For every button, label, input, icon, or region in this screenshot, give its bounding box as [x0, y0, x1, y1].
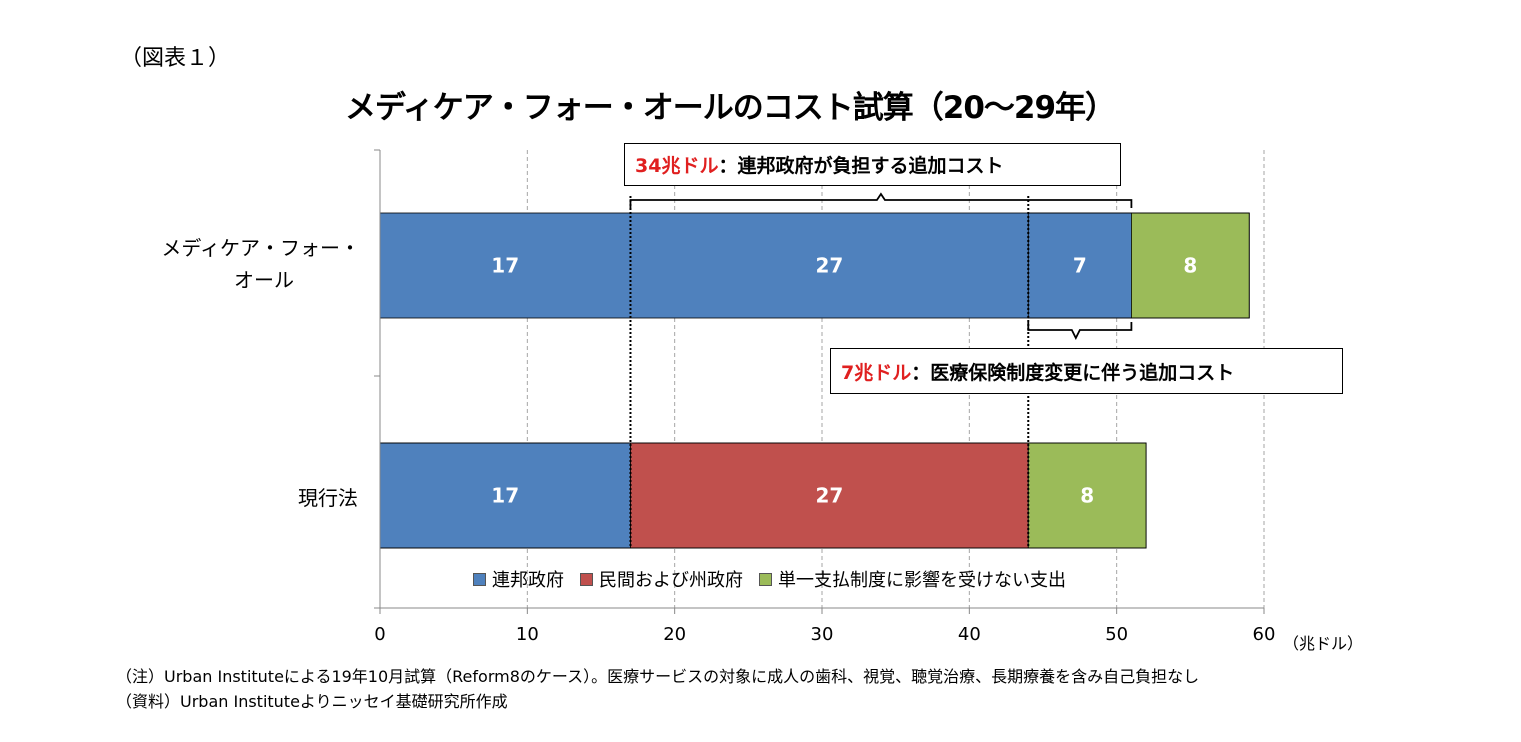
annotation-federal-additional-cost: 34兆ドル ：連邦政府が負担する追加コスト [624, 143, 1121, 186]
footnote: （注）Urban Instituteによる19年10月試算（Reform8のケー… [116, 667, 1200, 686]
x-tick-label: 60 [1253, 624, 1276, 645]
legend-label: 民間および州政府 [599, 570, 743, 591]
bar-value-label: 8 [1183, 254, 1197, 278]
legend-item-federal: 連邦政府 [473, 566, 564, 592]
annotation-amount: 7兆ドル [841, 361, 912, 384]
x-tick-label: 30 [811, 624, 834, 645]
figure-label: （図表１） [120, 46, 231, 71]
bar-segment [630, 213, 1029, 318]
legend-swatch [580, 572, 593, 586]
legend-label: 単一支払制度に影響を受けない支出 [778, 570, 1066, 591]
annotation-brackets [629, 192, 1133, 546]
category-label-line: オール [234, 268, 294, 292]
bar-value-label: 27 [815, 484, 843, 508]
bracket-federal [629, 192, 1133, 208]
category-label-current-law: 現行法 [140, 482, 358, 511]
bar-segment [1027, 442, 1147, 549]
chart-title: メディケア・フォー・オールのコスト試算（20～29年） [344, 90, 1116, 126]
legend-swatch [759, 572, 772, 586]
legend-label: 連邦政府 [492, 570, 564, 591]
annotation-text: ：医療保険制度変更に伴う追加コスト [911, 361, 1235, 384]
legend-item-unaffected: 単一支払制度に影響を受けない支出 [759, 566, 1066, 592]
bar-value-label: 17 [491, 484, 519, 508]
annotation-amount: 34兆ドル [635, 155, 719, 177]
annotation-insurance-change-cost: 7兆ドル ：医療保険制度変更に伴う追加コスト [830, 348, 1343, 394]
category-label-line: メディケア・フォー・ [161, 236, 360, 260]
x-tick-label: 20 [663, 624, 686, 645]
bar-segment [380, 213, 631, 318]
bar-value-label: 27 [815, 254, 843, 278]
bars: 17 27 7 8 17 27 8 [379, 212, 1250, 549]
category-label-medicare-for-all: メディケア・フォー・ オール [140, 232, 360, 296]
x-tick-label: 40 [958, 624, 981, 645]
source-note: （資料）Urban Instituteよりニッセイ基礎研究所作成 [116, 692, 508, 711]
legend-swatch [473, 572, 486, 586]
legend-item-private-state: 民間および州政府 [580, 566, 743, 592]
bar-value-label: 17 [491, 254, 519, 278]
x-tick-label: 0 [374, 624, 385, 645]
bar-segment [1027, 212, 1132, 319]
annotation-text: ：連邦政府が負担する追加コスト [718, 155, 1004, 177]
axes: 0 10 20 30 40 50 60 [374, 149, 1276, 645]
x-tick-label: 50 [1105, 624, 1128, 645]
bar-value-label: 7 [1073, 254, 1087, 278]
bracket-insurance-change [1027, 322, 1133, 341]
legend: 連邦政府 民間および州政府 単一支払制度に影響を受けない支出 [473, 566, 1082, 592]
bar-value-label: 8 [1080, 484, 1094, 508]
x-tick-label: 10 [516, 624, 539, 645]
bar-segment [379, 442, 631, 549]
x-axis-unit-label: （兆ドル） [1283, 634, 1364, 653]
category-label-line: 現行法 [298, 486, 358, 510]
